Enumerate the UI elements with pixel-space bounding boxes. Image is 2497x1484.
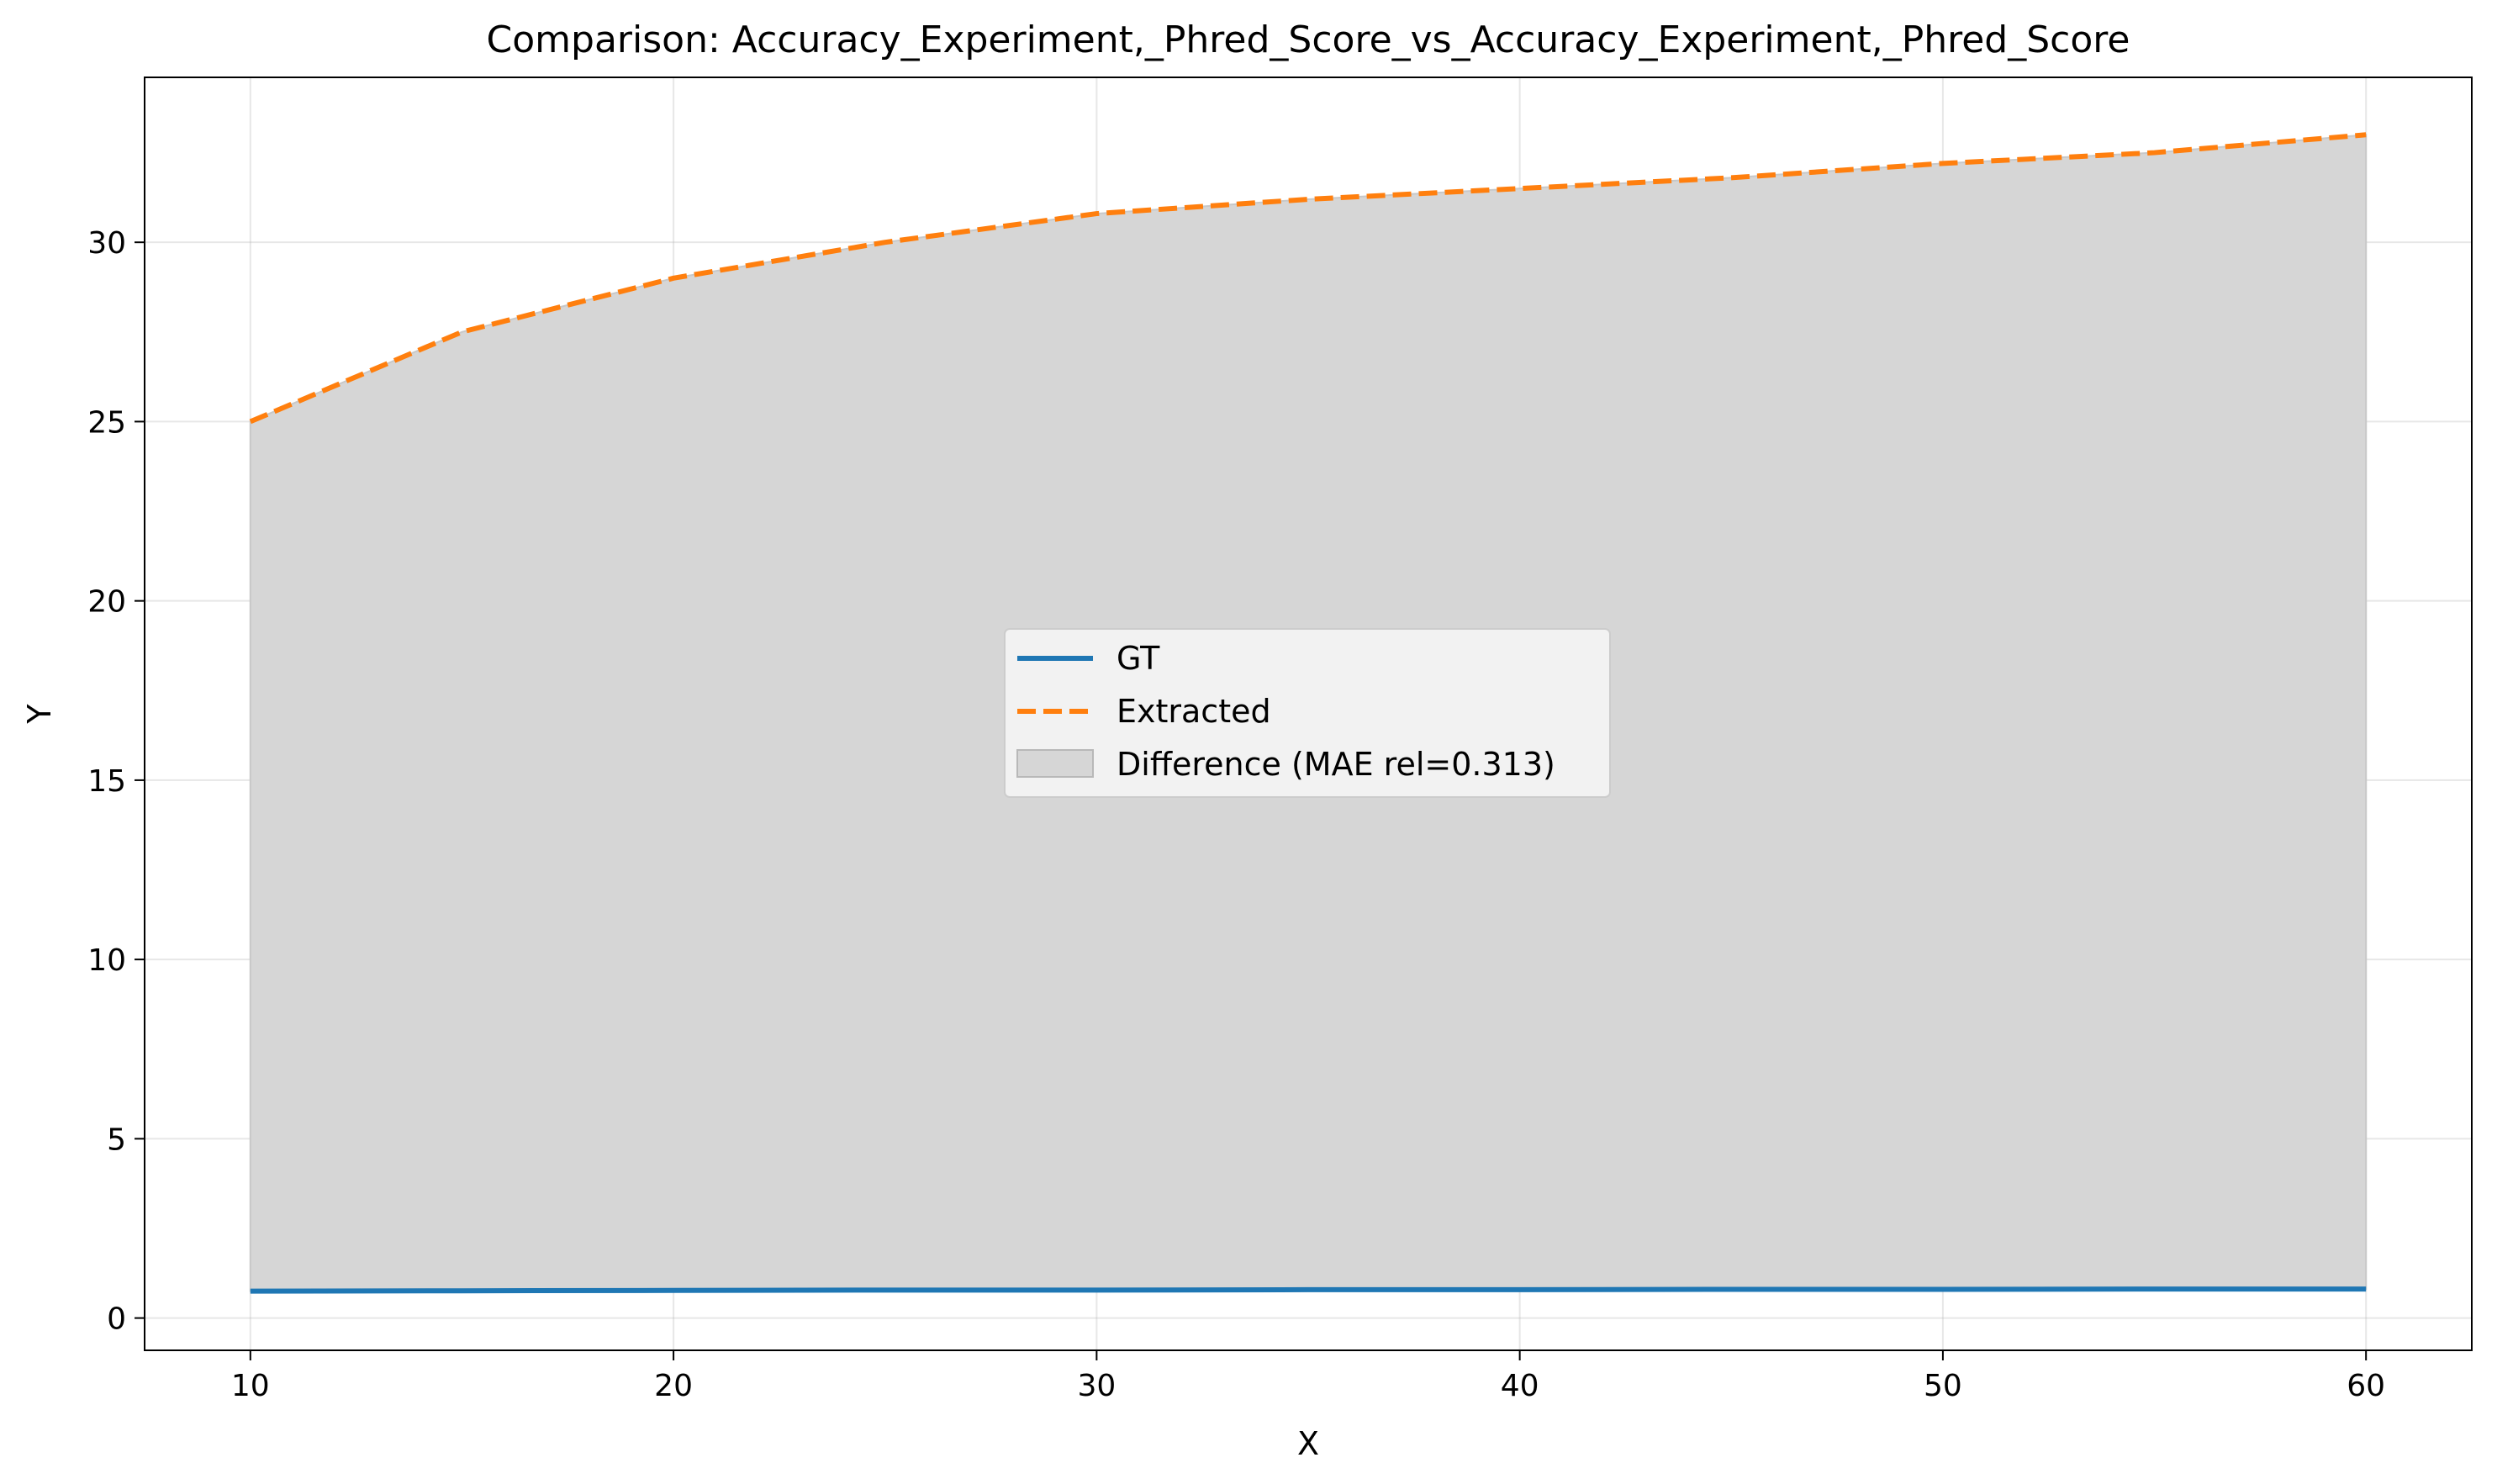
y-tick-label: 10: [87, 943, 126, 978]
legend-difference-label: Difference (MAE rel=0.313): [1117, 746, 1555, 783]
y-axis-label: Y: [21, 704, 58, 725]
y-tick-label: 20: [87, 585, 126, 620]
x-tick-label: 10: [231, 1369, 270, 1403]
series-line-extracted: [249, 132, 2367, 425]
legend-box: [1004, 628, 1611, 798]
y-tick-label: 25: [87, 405, 126, 440]
x-tick-label: 50: [1924, 1369, 1962, 1403]
x-tick-label: 20: [654, 1369, 693, 1403]
y-tick-label: 15: [87, 764, 126, 799]
x-tick-label: 30: [1077, 1369, 1116, 1403]
x-axis-ticks: 10 20 30 40 50 60: [231, 1350, 2385, 1403]
y-tick-label: 5: [107, 1122, 126, 1157]
series-line-gt: [250, 1286, 2367, 1294]
chart-title: Comparison: Accuracy_Experiment,_Phred_S…: [487, 18, 2130, 61]
x-tick-label: 60: [2347, 1369, 2385, 1403]
y-tick-label: 30: [87, 226, 126, 261]
legend-gt-label: GT: [1117, 640, 1160, 677]
x-tick-label: 40: [1501, 1369, 1539, 1403]
legend: GT Extracted Difference (MAE rel=0.313): [1004, 628, 1611, 798]
series-layer: [249, 132, 2367, 1294]
legend-difference-swatch: [1016, 749, 1094, 778]
legend-extracted-label: Extracted: [1117, 693, 1271, 730]
x-axis-label: X: [1297, 1425, 1319, 1462]
y-axis-ticks: 0 5 10 15 20 25 30: [87, 226, 145, 1337]
y-tick-label: 0: [107, 1302, 126, 1337]
plot-frame: [144, 77, 2473, 1351]
